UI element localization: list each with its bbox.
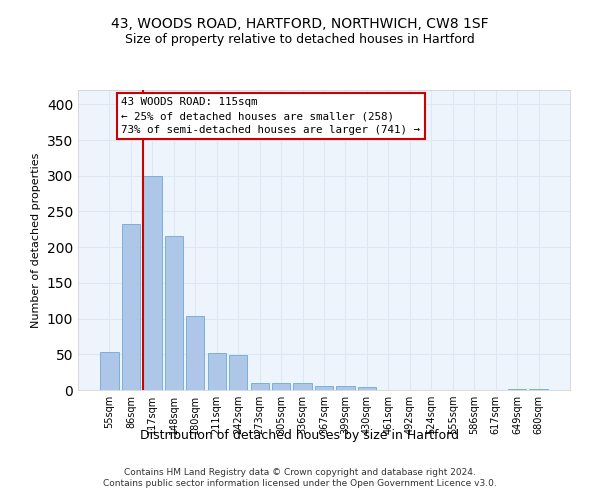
Bar <box>293 383 311 390</box>
Text: Distribution of detached houses by size in Hartford: Distribution of detached houses by size … <box>140 428 460 442</box>
Text: 43 WOODS ROAD: 115sqm
← 25% of detached houses are smaller (258)
73% of semi-det: 43 WOODS ROAD: 115sqm ← 25% of detached … <box>121 97 420 135</box>
Bar <box>315 386 333 390</box>
Bar <box>272 383 290 390</box>
Bar <box>337 386 355 390</box>
Bar <box>529 388 548 390</box>
Bar <box>208 353 226 390</box>
Bar <box>143 176 161 390</box>
Bar <box>251 383 269 390</box>
Bar <box>122 224 140 390</box>
Bar <box>186 316 205 390</box>
Bar <box>508 388 526 390</box>
Text: Size of property relative to detached houses in Hartford: Size of property relative to detached ho… <box>125 32 475 46</box>
Bar <box>229 355 247 390</box>
Text: Contains HM Land Registry data © Crown copyright and database right 2024.
Contai: Contains HM Land Registry data © Crown c… <box>103 468 497 487</box>
Bar <box>100 352 119 390</box>
Y-axis label: Number of detached properties: Number of detached properties <box>31 152 41 328</box>
Bar <box>165 236 183 390</box>
Text: 43, WOODS ROAD, HARTFORD, NORTHWICH, CW8 1SF: 43, WOODS ROAD, HARTFORD, NORTHWICH, CW8… <box>111 18 489 32</box>
Bar <box>358 387 376 390</box>
